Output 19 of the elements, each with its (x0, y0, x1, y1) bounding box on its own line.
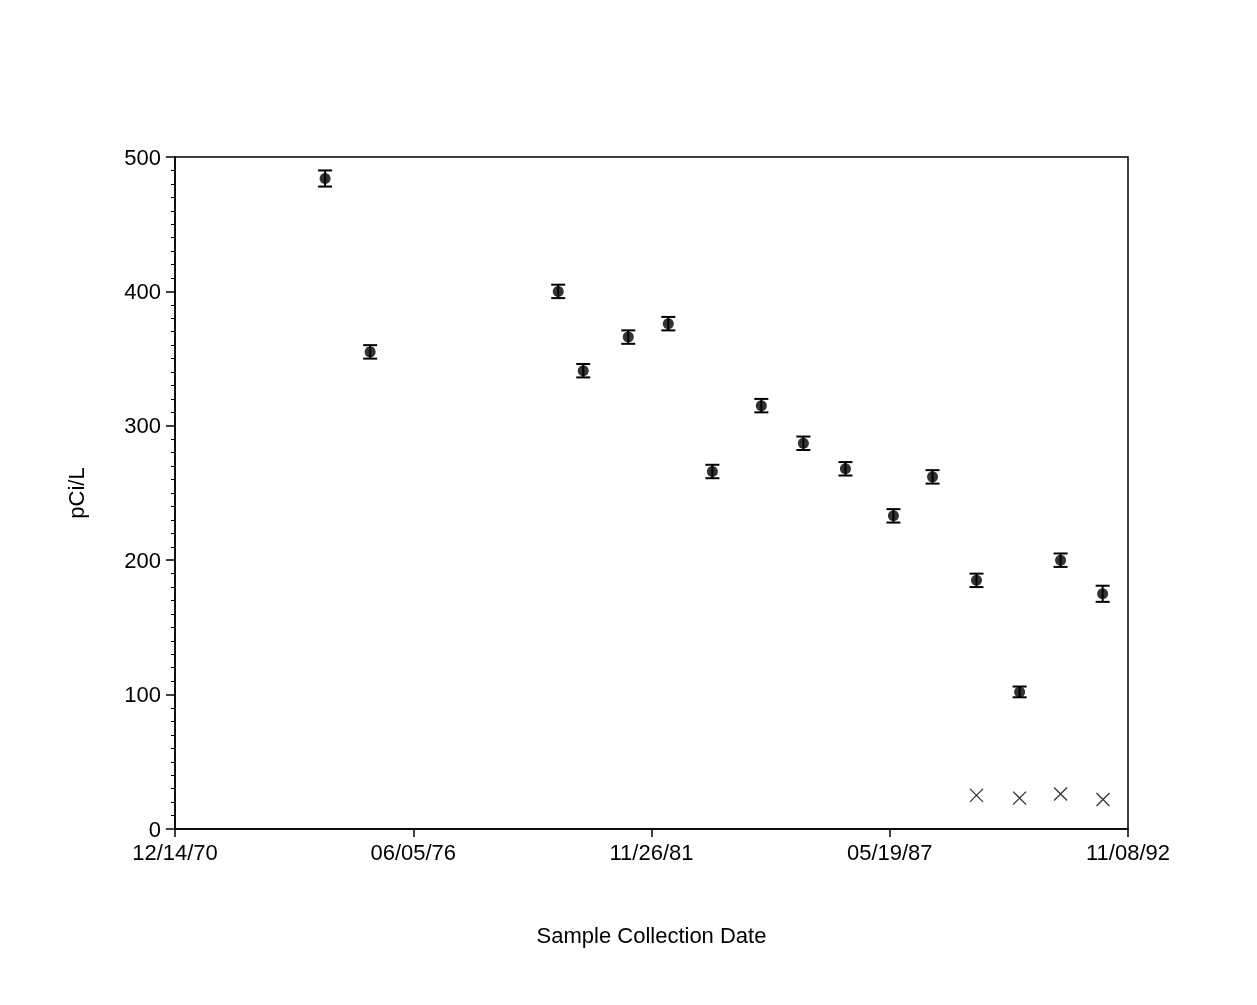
y-tick-label: 0 (148, 816, 161, 842)
y-tick-label: 300 (124, 413, 161, 439)
x-tick-label: 11/08/92 (1085, 839, 1171, 865)
x-tick-label: 11/26/81 (609, 839, 694, 865)
x-tick-label: 06/05/76 (370, 839, 457, 865)
y-axis-title: pCi/L (63, 467, 89, 519)
x-tick-label: 12/14/70 (132, 839, 218, 865)
x-tick-label: 05/19/87 (846, 839, 933, 865)
point (1095, 792, 1111, 807)
point (319, 173, 331, 184)
y-tick-label: 500 (124, 144, 161, 170)
y-tick-label: 400 (124, 278, 161, 304)
y-tick-label: 100 (124, 682, 161, 708)
point (969, 788, 984, 803)
point (1012, 790, 1027, 806)
point (1097, 588, 1109, 600)
y-tick-label: 200 (124, 547, 161, 573)
point (1053, 786, 1068, 802)
x-axis-title: Sample Collection Date (536, 922, 767, 948)
